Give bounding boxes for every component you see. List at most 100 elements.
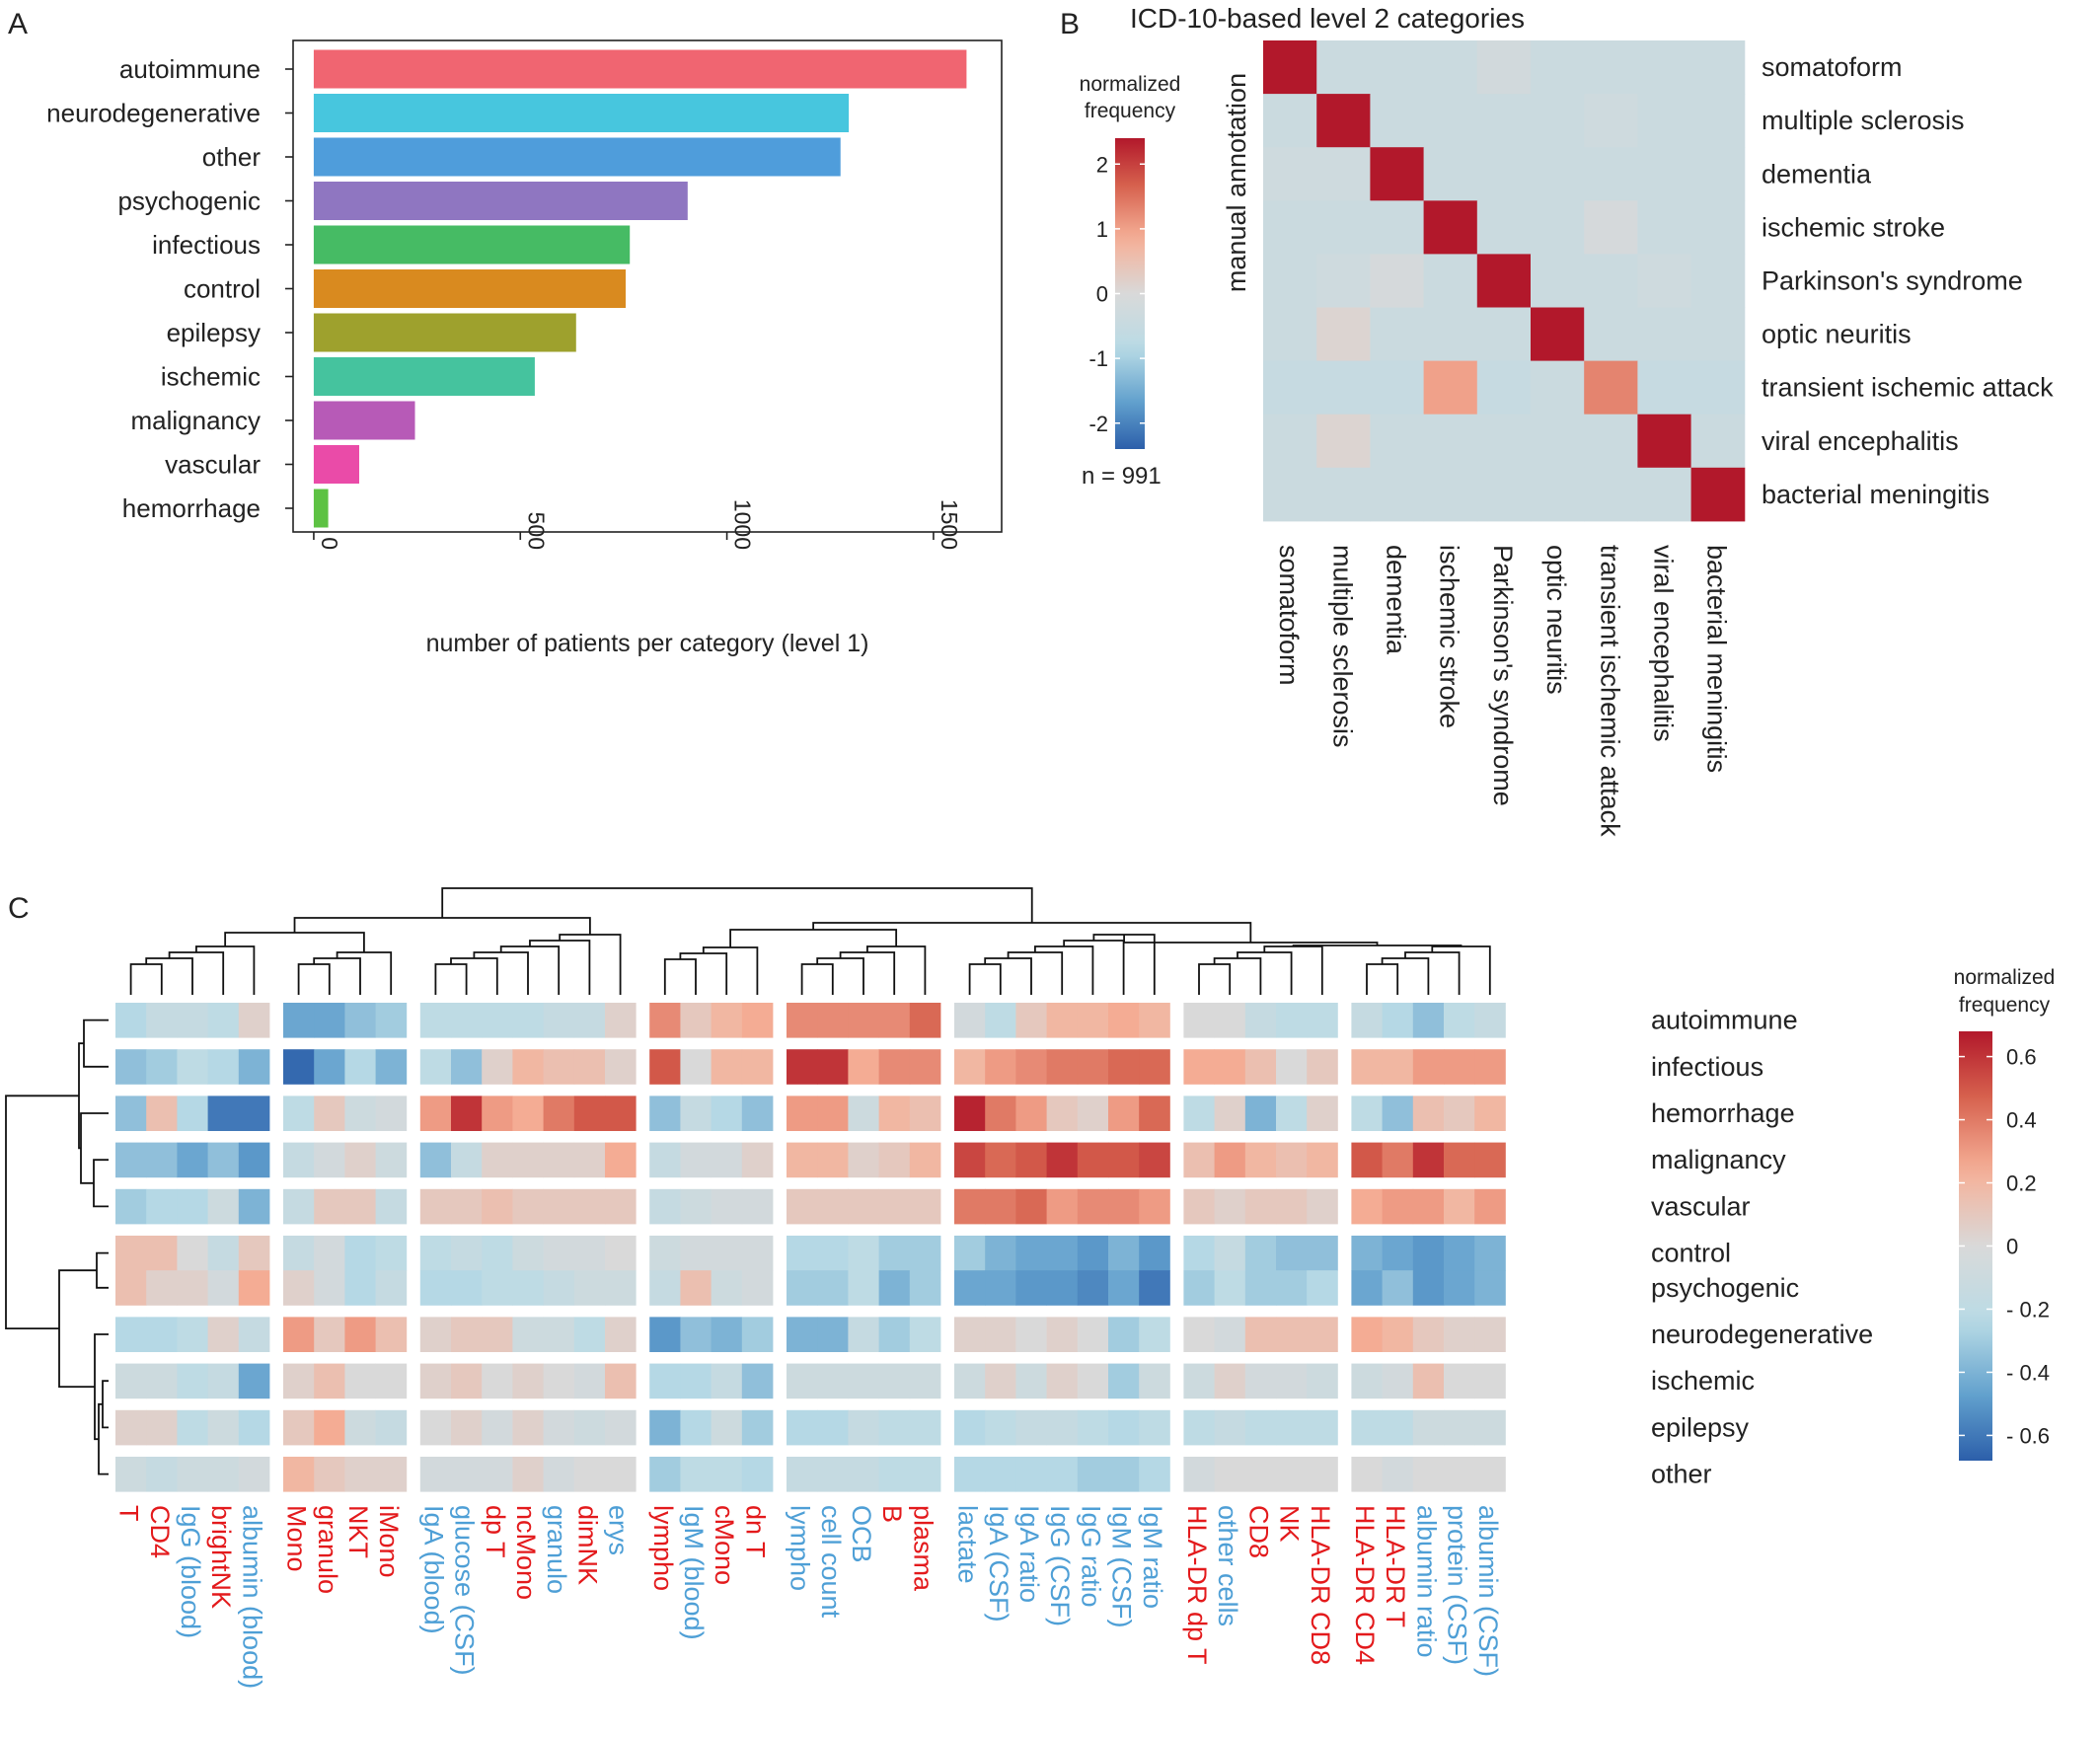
column-label: dp T [481,1505,510,1558]
x-tick-label: 1000 [730,499,756,550]
dendrogram-link [663,958,697,995]
row-label: autoimmune [1651,1006,1798,1035]
legend-tick-label: 0.4 [2006,1108,2037,1133]
heatmap-cell [909,1409,941,1446]
column-label: multiple sclerosis [1327,545,1357,748]
heatmap-cell [1276,1409,1308,1446]
heatmap-cell [177,1317,208,1352]
heatmap-cell [1015,1317,1047,1352]
heatmap-cell [344,1236,376,1271]
heatmap-cell [1139,1142,1170,1178]
heatmap-cell [1077,1270,1109,1306]
dendrogram-link [98,1402,109,1475]
heatmap-cell [177,1363,208,1399]
heatmap-cell [1276,1236,1308,1271]
heatmap-cell [787,1049,818,1085]
heatmap-cell [649,1142,681,1178]
heatmap-cell [419,1236,452,1271]
heatmap-cell [573,1142,606,1178]
heatmap-cell [1444,1188,1475,1225]
heatmap-cell [909,1270,941,1306]
heatmap-cell [419,1409,452,1446]
heatmap-cell [115,1003,147,1038]
y-tick-labels: autoimmune neurodegenerative other psychoge… [46,54,293,523]
heatmap-cell [954,1363,986,1399]
heatmap-cell [1370,94,1425,148]
heatmap-cell [344,1095,376,1131]
heatmap-cell [375,1049,408,1085]
heatmap-cell [146,1188,178,1225]
column-label: iMono [374,1505,404,1578]
heatmap-cell [375,1095,408,1131]
dendrogram-link [80,1112,109,1184]
heatmap-cell [1474,1236,1506,1271]
heatmap-cell [1316,307,1371,362]
heatmap-cell [741,1049,774,1085]
heatmap-cell [1139,1363,1170,1399]
heatmap-cell [1423,414,1478,469]
column-label: lympho [648,1505,678,1591]
bar-vascular [313,445,359,484]
heatmap-cell [1108,1457,1140,1492]
heatmap-cell [543,1095,575,1131]
dendrogram-link [129,963,163,995]
heatmap-cell [909,1317,941,1352]
heatmap-cell [1531,200,1585,255]
heatmap-cell [1476,40,1532,95]
heatmap-cell [1307,1003,1338,1038]
heatmap-cell [543,1236,575,1271]
heatmap-cell [543,1142,575,1178]
heatmap-cell [1370,200,1425,255]
heatmap-cell [954,1457,986,1492]
heatmap-cell [543,1409,575,1446]
x-tick-label: 0 [317,537,342,550]
legend-tick-label: 0 [1096,282,1108,307]
heatmap-cell [207,1236,240,1271]
heatmap-cell [573,1236,606,1271]
heatmap-cell [238,1049,270,1085]
heatmap-cell [1637,360,1692,415]
heatmap-cell [1690,414,1746,469]
heatmap-cell [146,1457,178,1492]
heatmap-cell [680,1236,712,1271]
heatmap-cell [711,1003,743,1038]
heatmap-cell [283,1317,315,1352]
heatmap-cell [680,1003,712,1038]
heatmap-cell [512,1049,544,1085]
column-label: NK [1275,1505,1305,1543]
heatmap-cell [680,1457,712,1492]
dendrogram-link [812,922,1252,943]
heatmap-cell [649,1457,681,1492]
heatmap-cell [909,1363,941,1399]
heatmap-cell [543,1003,575,1038]
heatmap-cell [741,1270,774,1306]
heatmap-cell [1476,307,1532,362]
heatmap-cell [375,1457,408,1492]
heatmap-cell [512,1188,544,1225]
heatmap-cell [985,1236,1016,1271]
row-label: psychogenic [1651,1273,1799,1303]
heatmap-cell [954,1003,986,1038]
heatmap-cell [605,1003,637,1038]
bar-psychogenic [313,182,688,220]
legend-title-line-1: normalized [1954,966,2056,989]
heatmap-cell [1474,1457,1506,1492]
heatmap-cell [1382,1188,1414,1225]
heatmap-cell [1412,1095,1445,1131]
heatmap-cell [1444,1049,1475,1085]
heatmap-cell [314,1095,345,1131]
heatmap-cell [649,1363,681,1399]
dendrogram-link [729,929,898,947]
heatmap-cell [1351,1049,1383,1085]
heatmap-cell [878,1142,911,1178]
heatmap-cell [711,1236,743,1271]
heatmap-cell [451,1236,483,1271]
heatmap-cell [1015,1363,1047,1399]
column-label: ischemic stroke [1435,545,1464,728]
heatmap-cell [1316,414,1371,469]
heatmap-cell [1183,1363,1215,1399]
heatmap-cell [375,1142,408,1178]
heatmap-cell [482,1317,513,1352]
heatmap-cell [1474,1317,1506,1352]
heatmap-cell [605,1457,637,1492]
